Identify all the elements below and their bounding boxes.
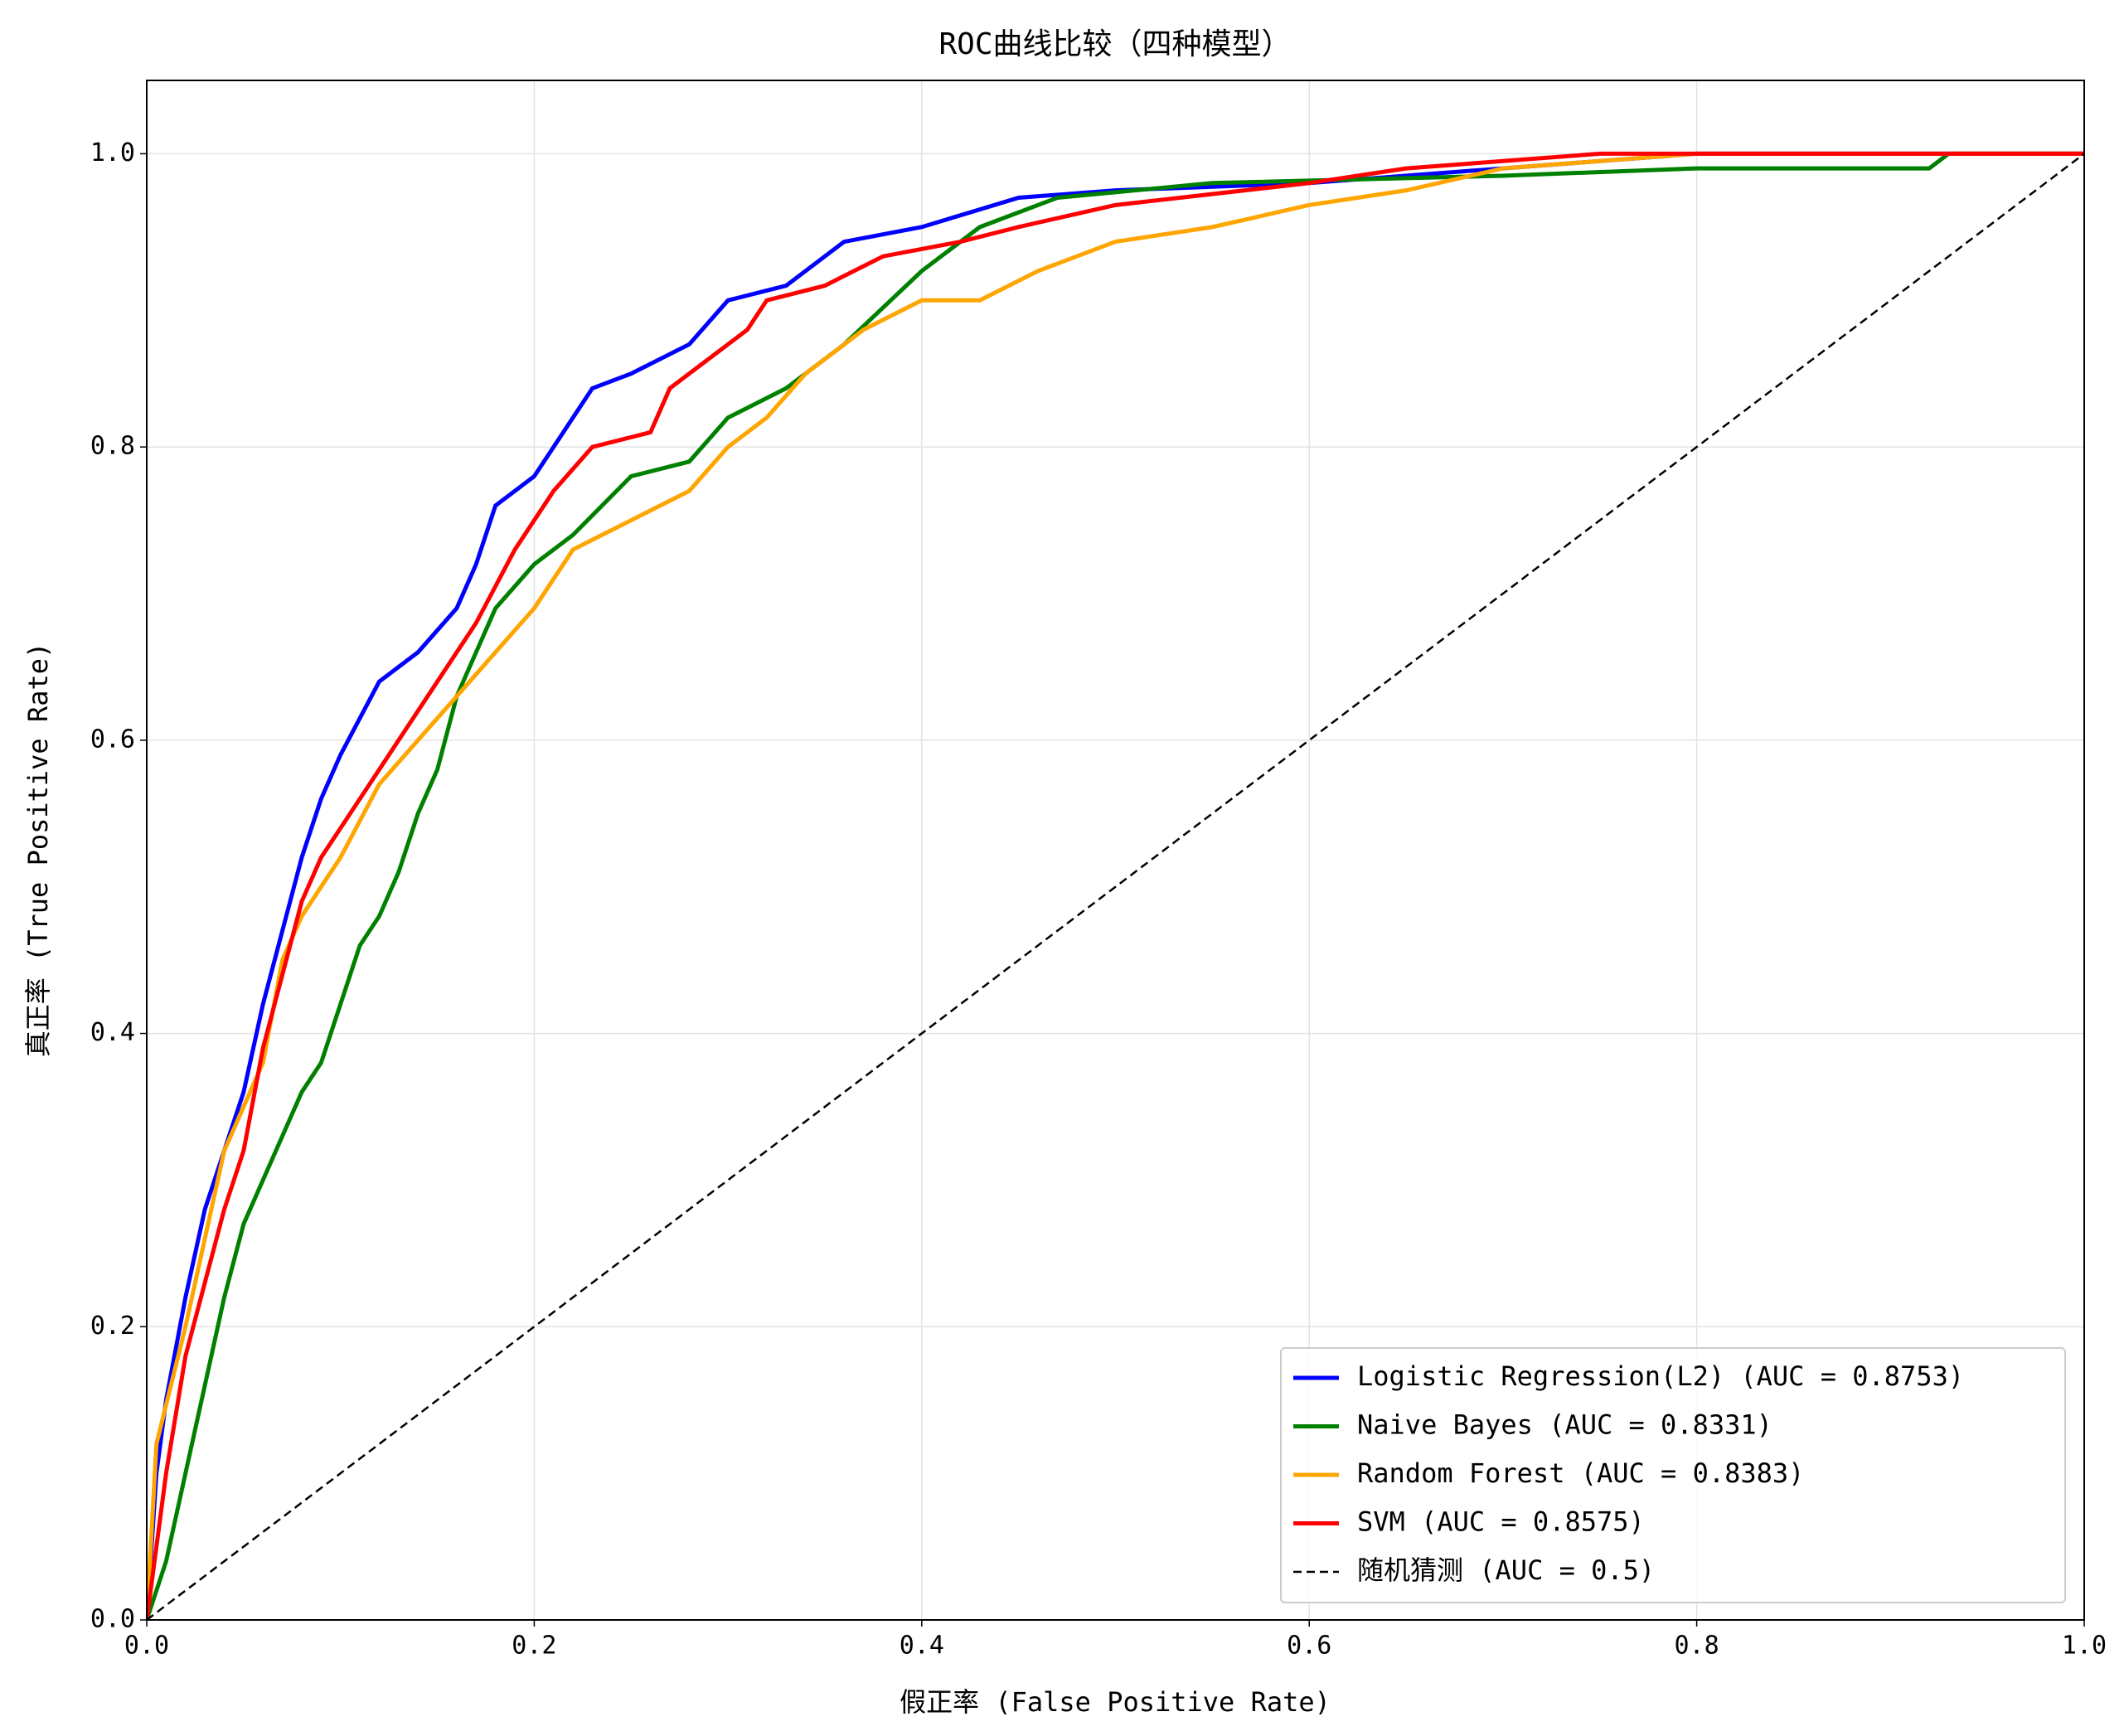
- y-tick-label: 0.6: [90, 725, 135, 754]
- roc-line: [147, 151, 2084, 1620]
- x-tick-label: 1.0: [2062, 1632, 2107, 1661]
- x-axis-label: 假正率 (False Positive Rate): [900, 1686, 1331, 1718]
- legend-label: Logistic Regression(L2) (AUC = 0.8753): [1357, 1360, 1964, 1392]
- legend-label: Random Forest (AUC = 0.8383): [1357, 1457, 1804, 1489]
- legend-label: 随机猜测 (AUC = 0.5): [1357, 1554, 1655, 1586]
- y-tick-label: 1.0: [90, 138, 135, 167]
- y-tick-label: 0.4: [90, 1018, 135, 1047]
- x-tick-label: 0.2: [512, 1632, 556, 1661]
- chart-title: ROC曲线比较（四种模型）: [938, 27, 1291, 61]
- x-tick-label: 0.8: [1675, 1632, 1719, 1661]
- y-tick-label: 0.0: [90, 1605, 135, 1634]
- y-tick-label: 0.2: [90, 1312, 135, 1341]
- x-tick-label: 0.4: [900, 1632, 944, 1661]
- x-tick-label: 0.0: [124, 1632, 169, 1661]
- roc-line: [147, 151, 2084, 1620]
- roc-line: [147, 151, 2084, 1620]
- plot-frame: [146, 80, 2085, 1621]
- legend-box: [1280, 1347, 2066, 1603]
- roc-line: [147, 153, 2084, 1620]
- y-tick-label: 0.8: [90, 432, 135, 461]
- legend-label: SVM (AUC = 0.8575): [1357, 1506, 1645, 1538]
- y-axis-label: 真正率 (True Positive Rate): [22, 643, 54, 1058]
- x-tick-label: 0.6: [1287, 1632, 1331, 1661]
- legend-label: Naive Bayes (AUC = 0.8331): [1357, 1409, 1772, 1441]
